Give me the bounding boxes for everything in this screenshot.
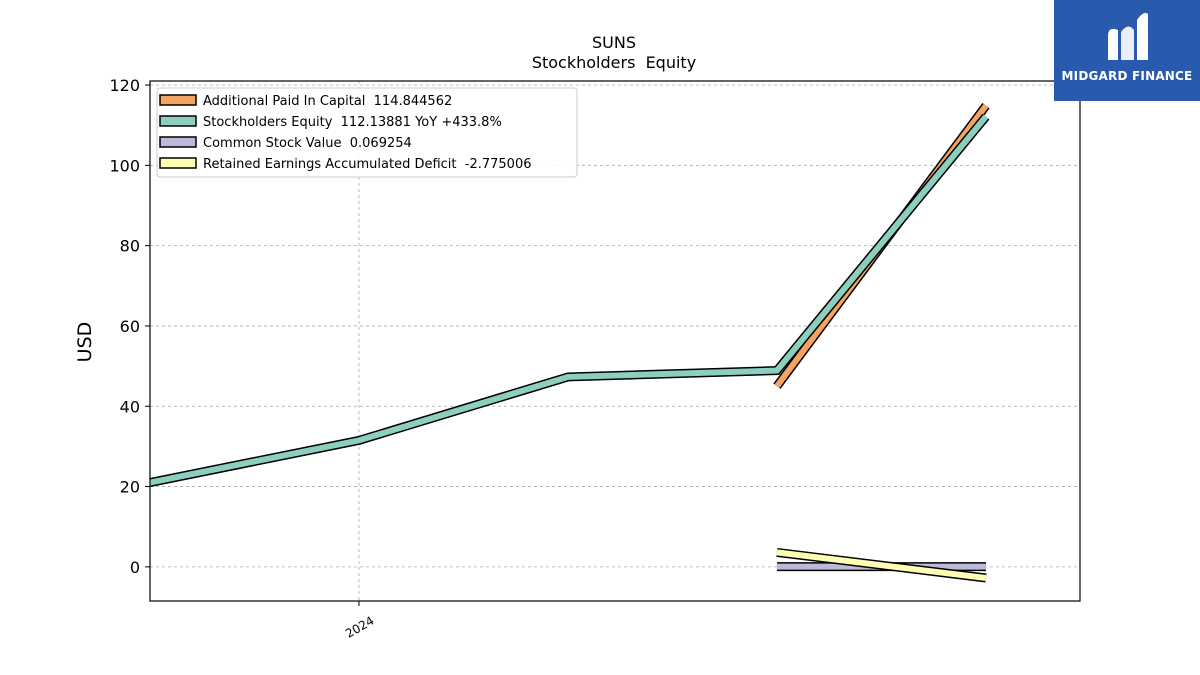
y-tick-label: 20 xyxy=(120,478,140,497)
legend-item: Retained Earnings Accumulated Deficit -2… xyxy=(159,157,532,172)
y-tick-label: 120 xyxy=(109,76,140,95)
legend-swatch xyxy=(159,157,197,169)
y-tick-label: 40 xyxy=(120,397,140,416)
legend-box xyxy=(156,87,578,178)
y-tick-label: 80 xyxy=(120,237,140,256)
legend-label: Retained Earnings Accumulated Deficit -2… xyxy=(203,157,532,172)
y-tick-label: 0 xyxy=(130,558,140,577)
x-tick-label: 2024 xyxy=(343,613,376,640)
legend-swatch xyxy=(159,136,197,148)
y-tick-label: 100 xyxy=(109,156,140,175)
grid xyxy=(150,81,1080,601)
legend-swatch xyxy=(159,94,197,106)
legend-swatch xyxy=(159,115,197,127)
x-axis-ticks: 2024 xyxy=(343,601,376,641)
series-stockholders-equity xyxy=(149,113,990,487)
plot-frame xyxy=(149,80,1081,602)
chart-subtitle: Stockholders Equity xyxy=(532,53,696,72)
chart-title: SUNS xyxy=(592,33,636,52)
brand-logo: MIDGARD FINANCE xyxy=(1054,0,1200,101)
midgard-m-logo-icon xyxy=(1108,12,1148,61)
legend: Additional Paid In Capital 114.844562 Sto… xyxy=(156,87,578,178)
legend-item: Common Stock Value 0.069254 xyxy=(159,136,412,151)
legend-label: Additional Paid In Capital 114.844562 xyxy=(203,94,452,109)
series-line xyxy=(149,114,989,486)
y-axis-ticks: 0 20 40 60 80 100 120 xyxy=(109,76,150,577)
y-axis-label: USD xyxy=(74,322,96,363)
y-tick-label: 60 xyxy=(120,317,140,336)
legend-label: Stockholders Equity 112.13881 YoY +433.8… xyxy=(203,115,502,130)
legend-item: Additional Paid In Capital 114.844562 xyxy=(159,94,452,109)
series-line xyxy=(776,549,987,581)
brand-name: MIDGARD FINANCE xyxy=(1061,69,1193,83)
series-lines xyxy=(149,103,990,583)
series-retained-earnings-accumulated-deficit xyxy=(776,547,987,583)
legend-item: Stockholders Equity 112.13881 YoY +433.8… xyxy=(159,115,502,130)
legend-label: Common Stock Value 0.069254 xyxy=(203,136,412,151)
